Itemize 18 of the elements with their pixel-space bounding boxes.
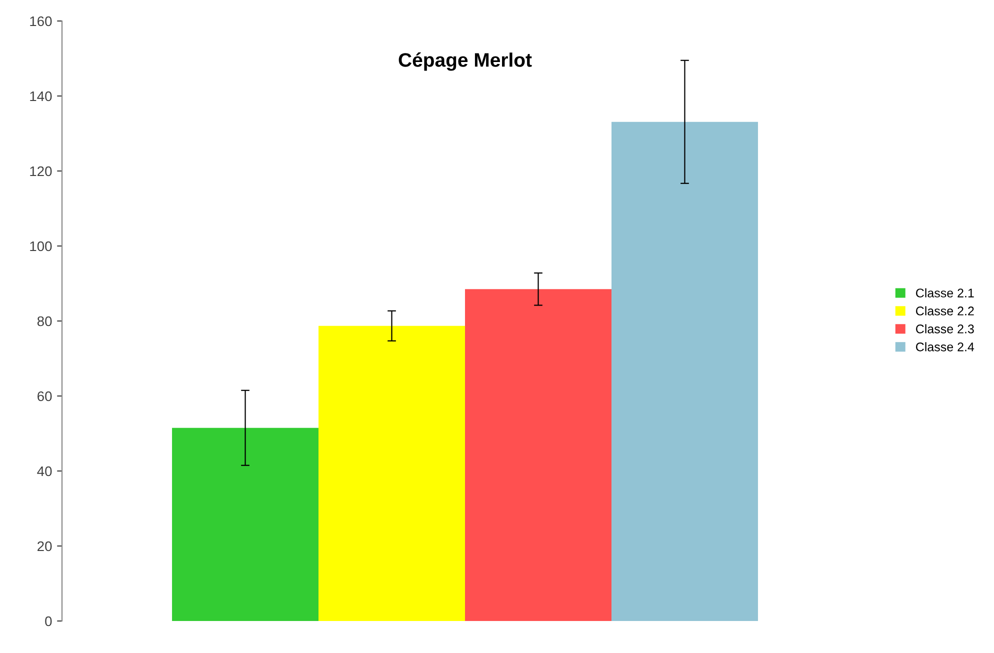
y-tick-label: 140 — [30, 91, 52, 102]
y-tick-label: 100 — [30, 241, 52, 252]
legend-label: Classe 2.4 — [916, 342, 974, 352]
y-tick-label: 40 — [37, 466, 52, 476]
bar — [172, 428, 319, 621]
bar — [611, 122, 758, 621]
legend-label: Classe 2.2 — [916, 306, 974, 316]
bar — [465, 289, 612, 621]
y-tick-label: 0 — [45, 616, 52, 626]
bar — [318, 326, 465, 621]
text: Cépage Merlot — [398, 52, 532, 71]
legend-label: Classe 2.1 — [916, 288, 974, 298]
y-tick-label: 80 — [37, 316, 52, 326]
y-tick-label: 20 — [38, 541, 52, 552]
legend-label: Classe 2.3 — [916, 324, 974, 334]
y-tick-label: 120 — [30, 166, 52, 176]
y-tick-label: 160 — [30, 16, 52, 26]
y-tick-label: 60 — [38, 391, 52, 402]
